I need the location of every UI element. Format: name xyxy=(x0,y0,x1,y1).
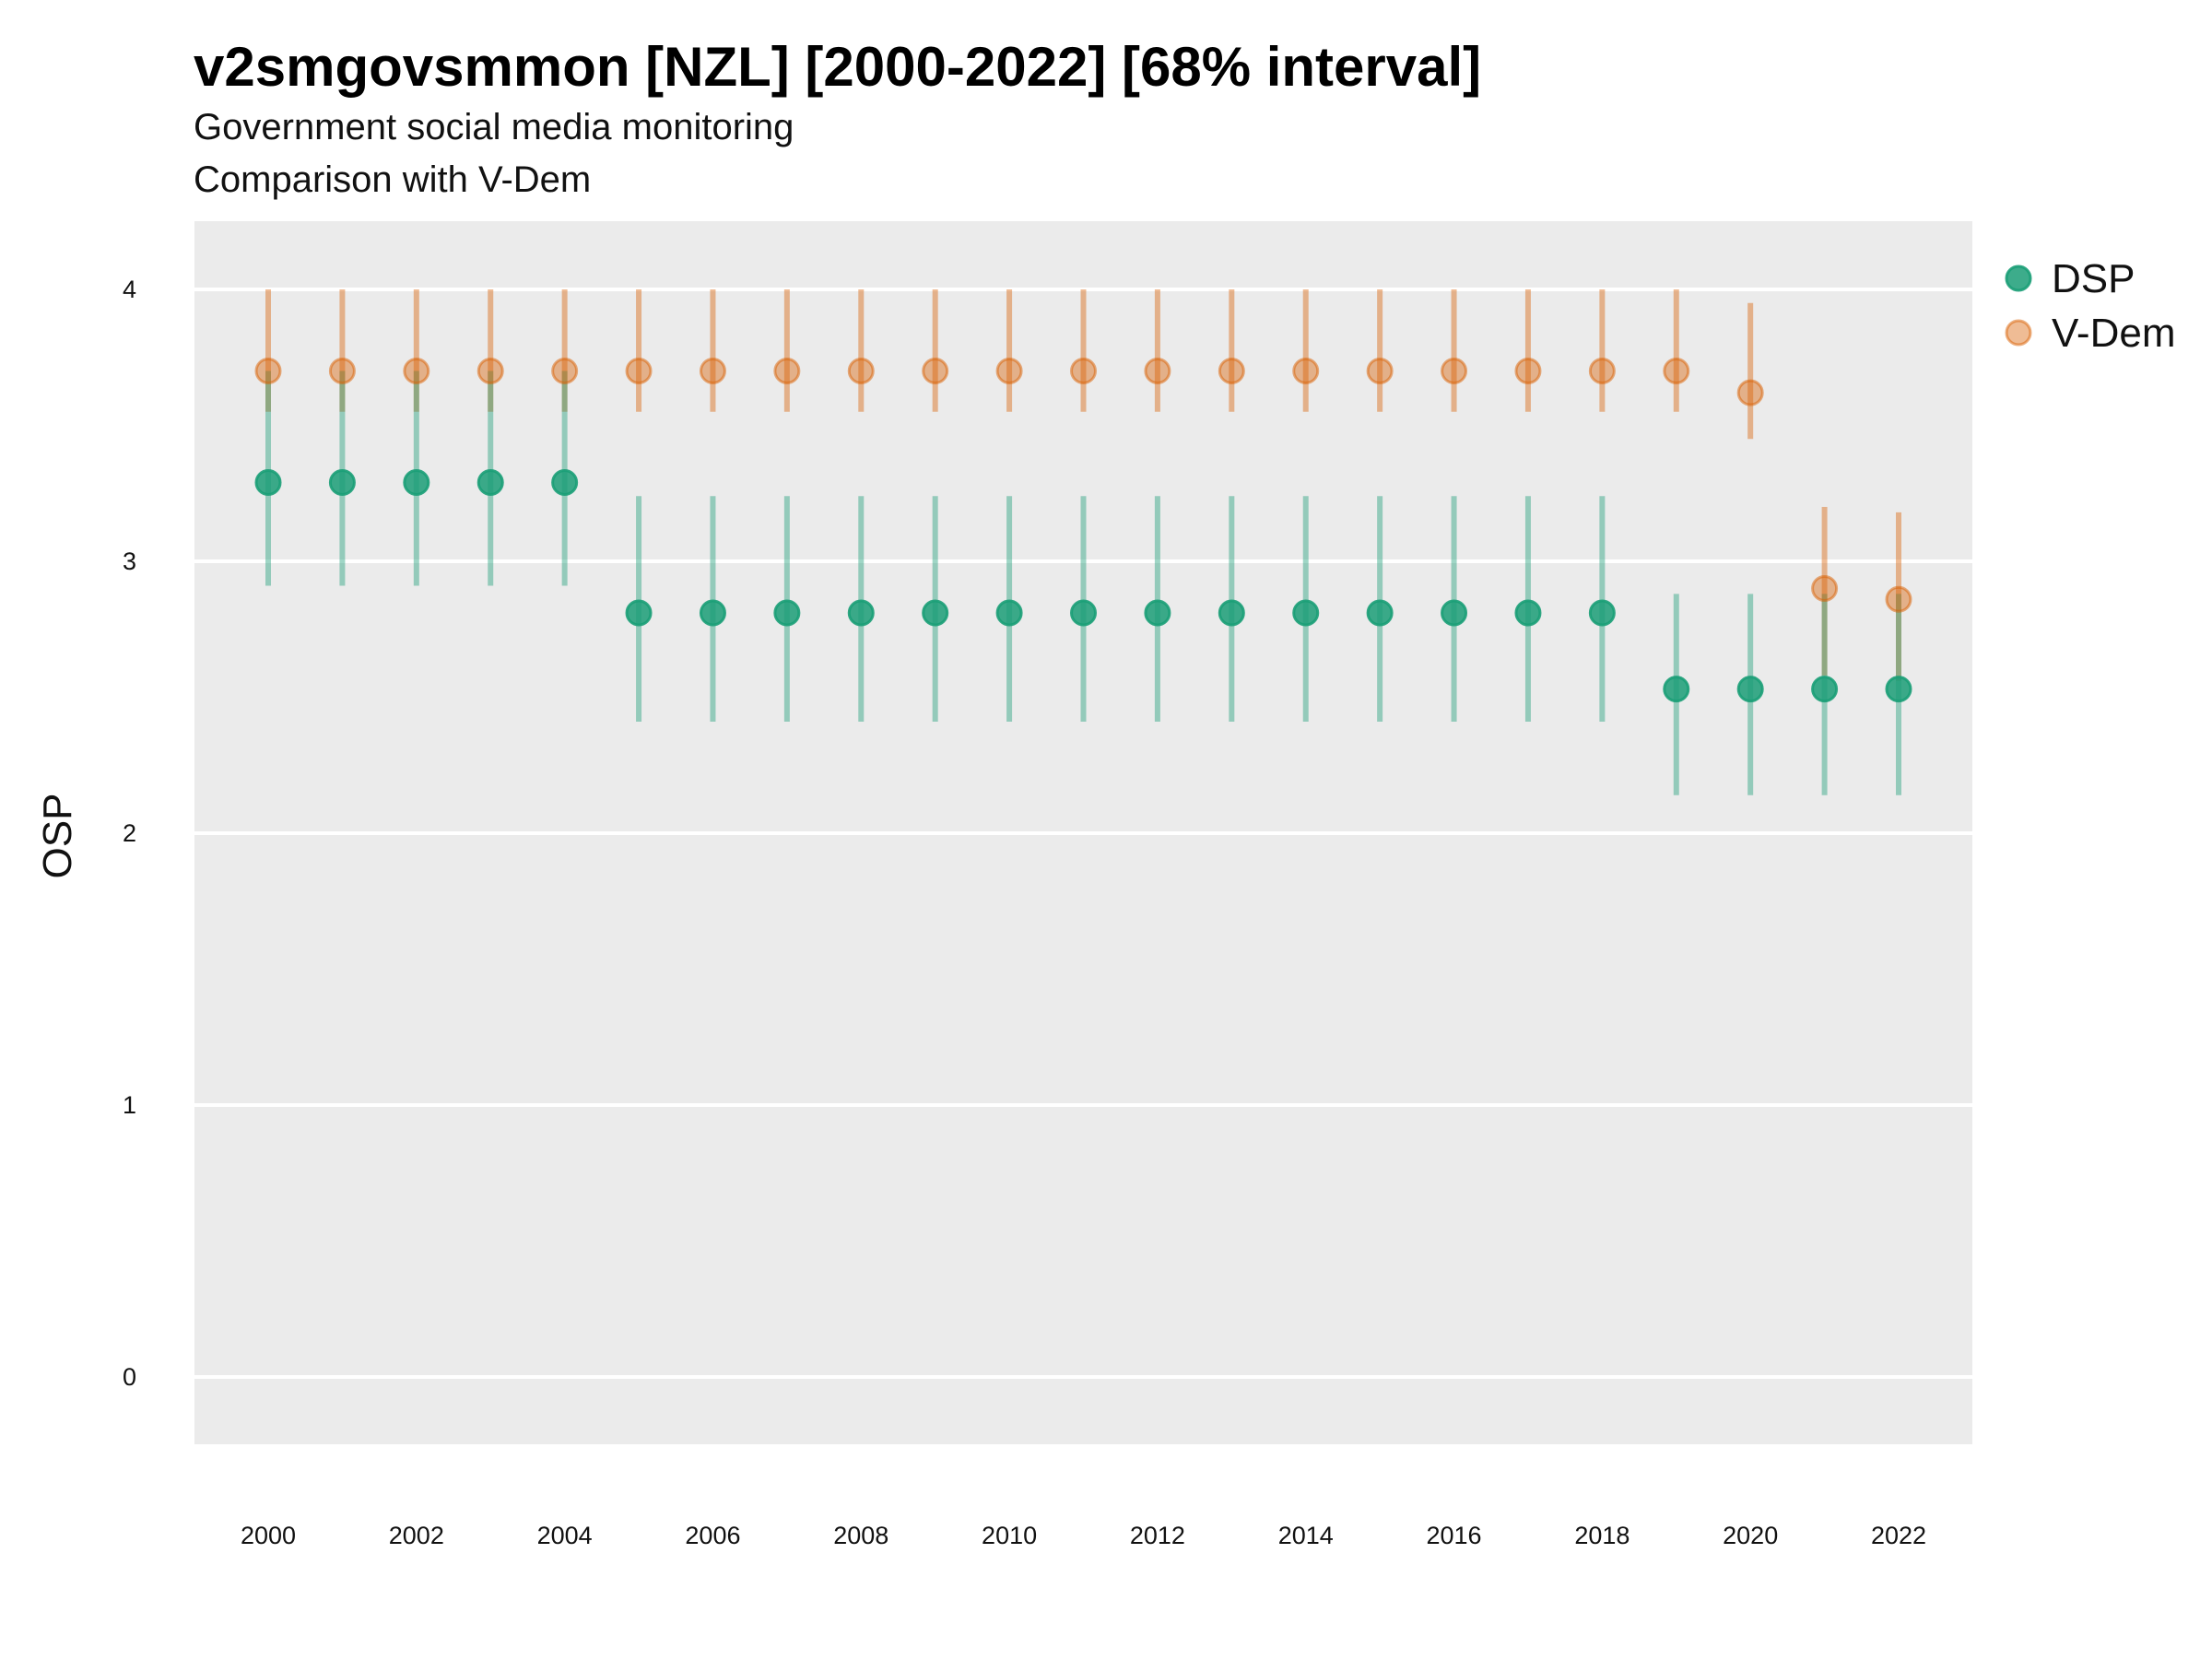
v-dem-point xyxy=(1736,379,1764,406)
dsp-point xyxy=(1588,599,1616,627)
v-dem-point xyxy=(1441,358,1468,384)
x-tick-label: 2012 xyxy=(1130,1522,1185,1549)
y-tick-label: 4 xyxy=(123,276,136,303)
y-tick-label: 1 xyxy=(123,1091,136,1119)
dsp-point xyxy=(1441,599,1468,627)
v-dem-point xyxy=(477,358,504,384)
v-dem-point xyxy=(1070,358,1097,384)
v-dem-point xyxy=(1885,585,1912,613)
v-dem-point xyxy=(1514,358,1542,384)
dsp-point xyxy=(1514,599,1542,627)
chart-subtitle: Government social media monitoring xyxy=(194,107,794,147)
v-dem-point xyxy=(1588,358,1616,384)
v-dem-point xyxy=(1292,358,1320,384)
chart-caption: Comparison with V-Dem xyxy=(194,159,592,200)
dsp-point xyxy=(1070,599,1097,627)
dsp-point xyxy=(1663,676,1690,703)
dsp-point xyxy=(403,468,430,496)
v-dem-point xyxy=(1663,358,1690,384)
y-tick-label: 2 xyxy=(123,819,136,847)
x-tick-label: 2018 xyxy=(1574,1522,1630,1549)
dsp-point xyxy=(1811,676,1839,703)
axis-ticks: 0 1 2 3 4 2000 2002 2004 2006 2008 2010 2012 2014 201… xyxy=(123,276,1926,1549)
v-dem-point xyxy=(551,358,579,384)
dsp-point xyxy=(551,468,579,496)
x-tick-label: 2008 xyxy=(833,1522,888,1549)
dsp-point xyxy=(1144,599,1171,627)
v-dem-point xyxy=(403,358,430,384)
dsp-point xyxy=(477,468,504,496)
dsp-point xyxy=(1366,599,1394,627)
legend: DSP V-Dem xyxy=(2005,256,2175,356)
legend-key-v-dem xyxy=(2005,319,2032,347)
v-dem-point xyxy=(1144,358,1171,384)
v-dem-point xyxy=(773,358,801,384)
gridlines xyxy=(194,288,1972,1379)
dsp-point xyxy=(1218,599,1245,627)
v-dem-point xyxy=(847,358,875,384)
x-tick-label: 2002 xyxy=(389,1522,444,1549)
v-dem-point xyxy=(699,358,726,384)
x-tick-label: 2010 xyxy=(982,1522,1037,1549)
dsp-point xyxy=(995,599,1023,627)
y-tick-label: 3 xyxy=(123,547,136,575)
dsp-point xyxy=(922,599,949,627)
y-axis-label: OSP xyxy=(35,794,80,879)
x-tick-label: 2022 xyxy=(1871,1522,1926,1549)
legend-key-dsp xyxy=(2005,265,2032,292)
dsp-point xyxy=(328,468,356,496)
dsp-point xyxy=(773,599,801,627)
v-dem-point xyxy=(995,358,1023,384)
v-dem-point xyxy=(254,358,282,384)
dsp-point xyxy=(254,468,282,496)
dsp-point xyxy=(699,599,726,627)
legend-label-v-dem: V-Dem xyxy=(2052,311,2175,356)
v-dem-point xyxy=(625,358,653,384)
x-tick-label: 2014 xyxy=(1278,1522,1334,1549)
chart-title: v2smgovsmmon [NZL] [2000-2022] [68% inte… xyxy=(194,36,1482,98)
data-marks xyxy=(254,289,1912,795)
v-dem-point xyxy=(1218,358,1245,384)
v-dem-point xyxy=(1811,575,1839,602)
x-tick-label: 2004 xyxy=(537,1522,593,1549)
x-tick-label: 2006 xyxy=(685,1522,740,1549)
dsp-point xyxy=(1885,676,1912,703)
x-tick-label: 2016 xyxy=(1427,1522,1482,1549)
dsp-point xyxy=(847,599,875,627)
v-dem-point xyxy=(1366,358,1394,384)
v-dem-point xyxy=(922,358,949,384)
dsp-point xyxy=(1736,676,1764,703)
dsp-point xyxy=(1292,599,1320,627)
v-dem-point xyxy=(328,358,356,384)
y-tick-label: 0 xyxy=(123,1363,136,1391)
legend-label-dsp: DSP xyxy=(2052,256,2135,301)
x-tick-label: 2020 xyxy=(1723,1522,1778,1549)
dsp-point xyxy=(625,599,653,627)
x-tick-label: 2000 xyxy=(241,1522,296,1549)
